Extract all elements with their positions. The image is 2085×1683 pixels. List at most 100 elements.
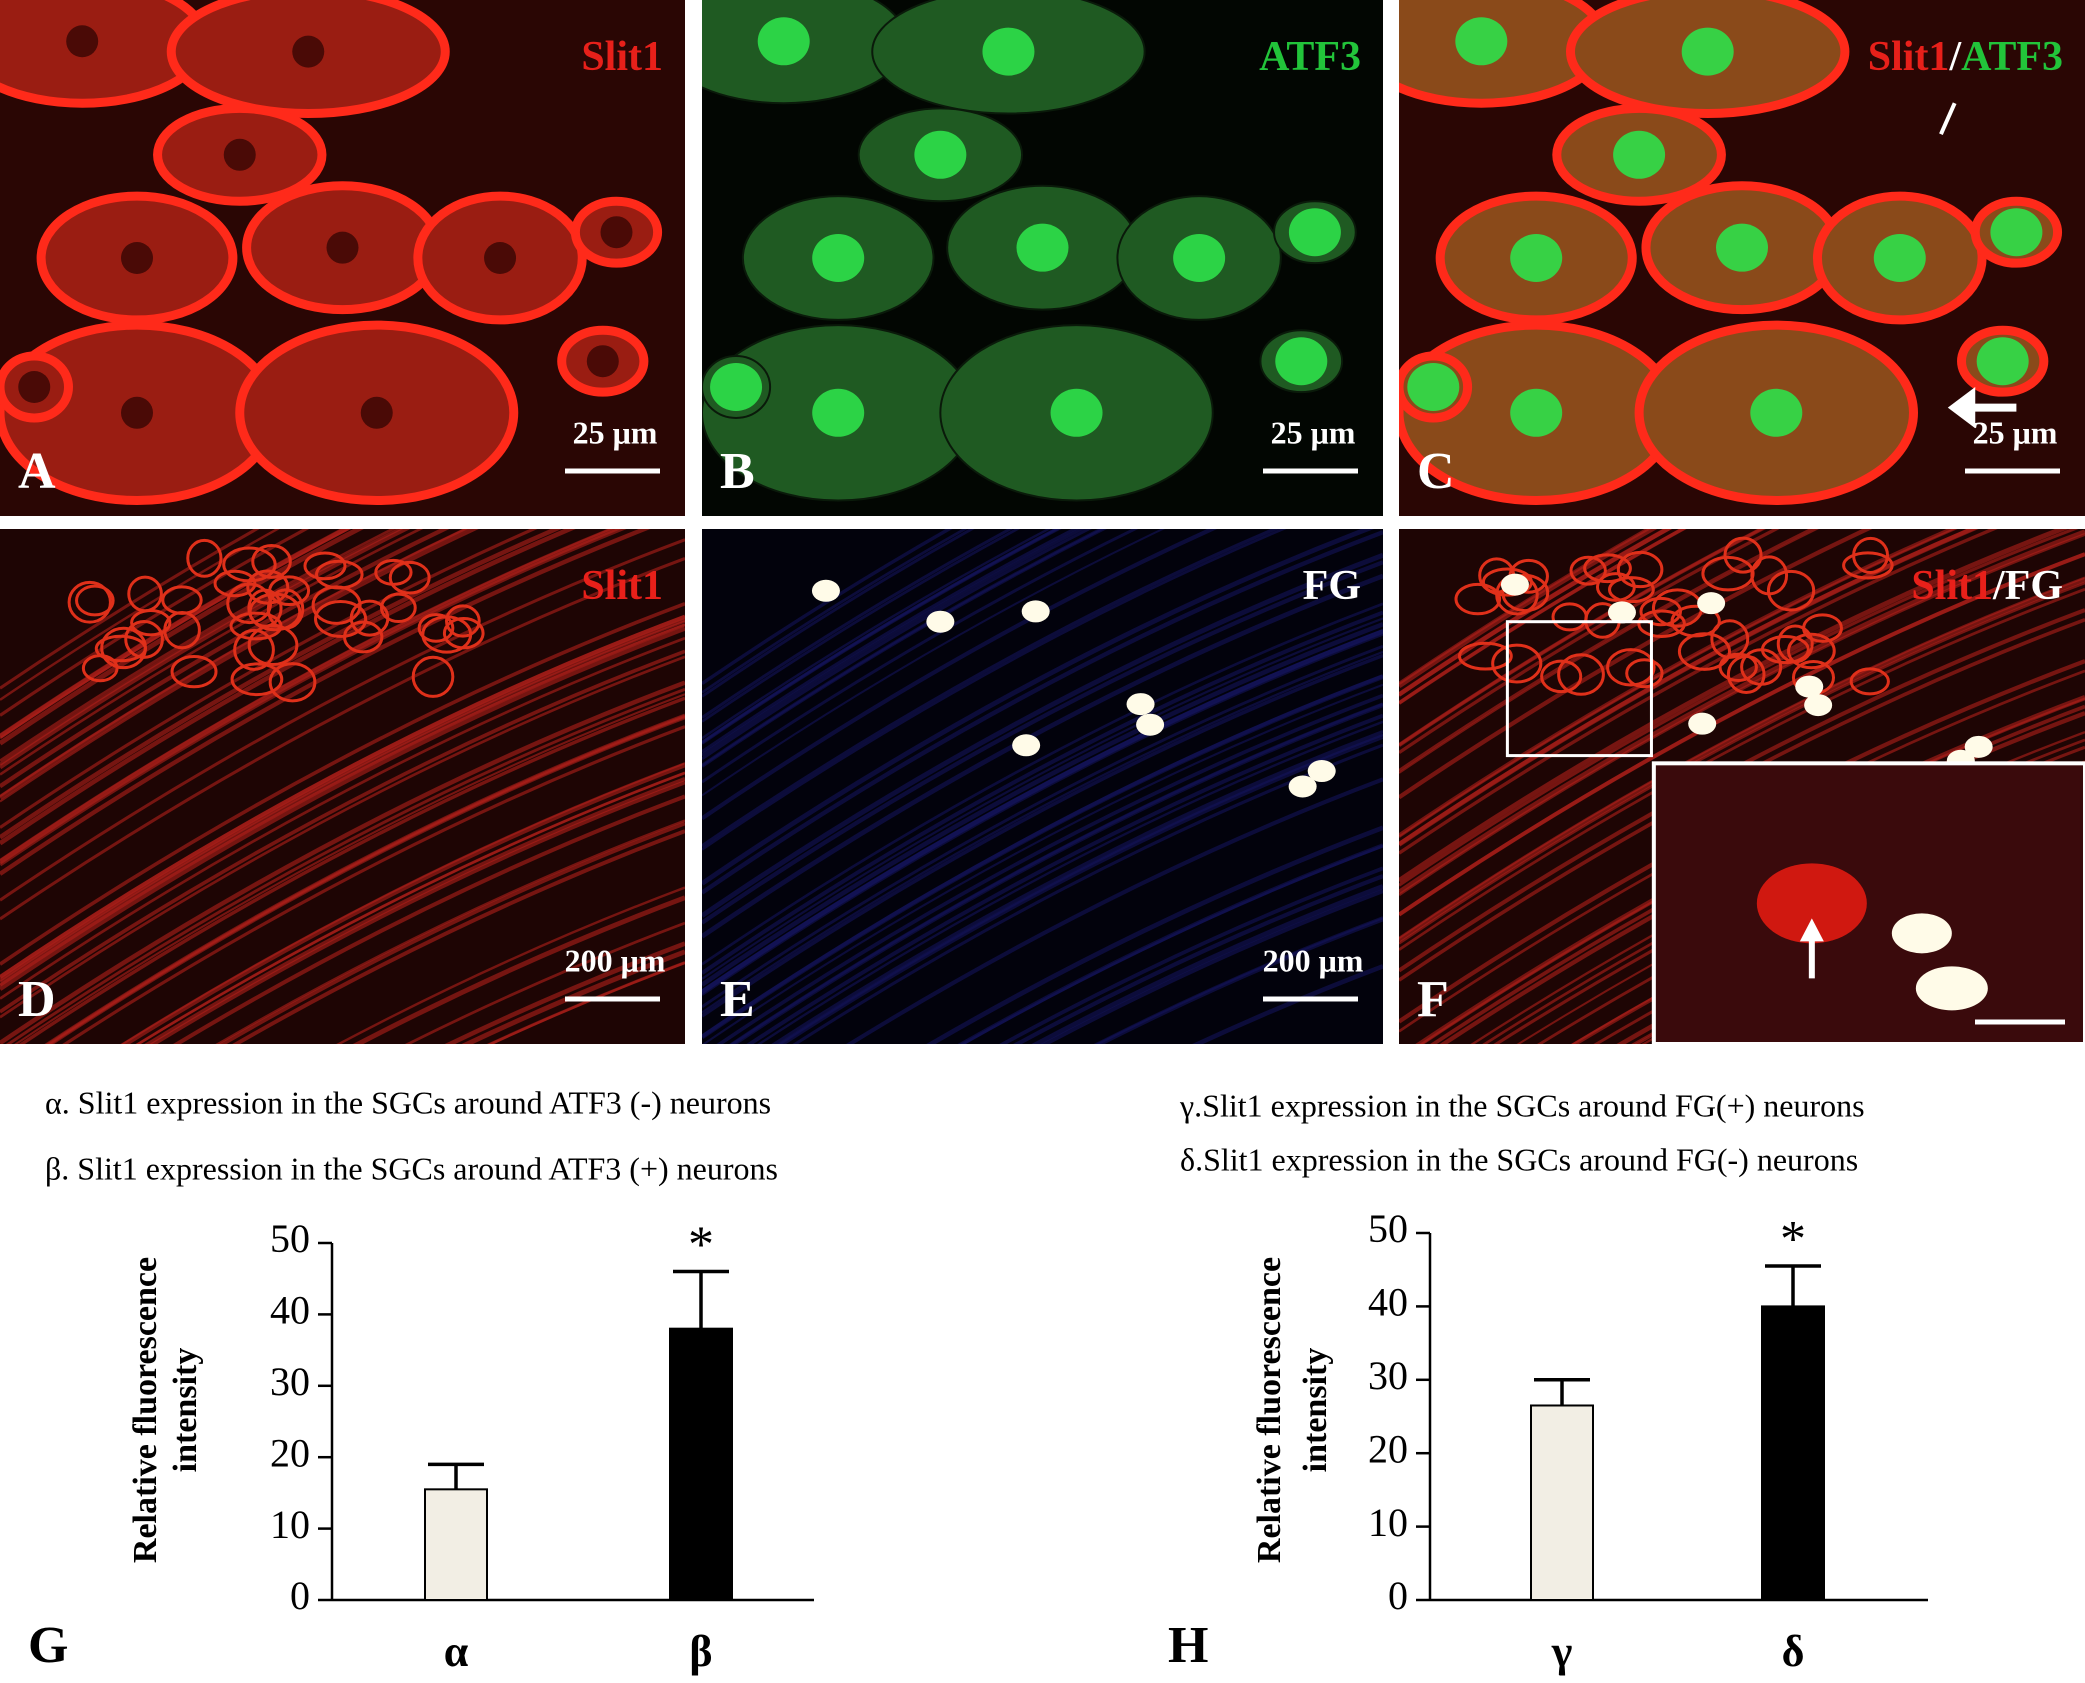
y-tick-label: 20: [1368, 1426, 1408, 1471]
fiber: [0, 601, 685, 966]
fiber: [144, 777, 685, 1044]
fiber: [135, 771, 685, 1044]
fiber: [702, 529, 1139, 784]
cell: [229, 611, 283, 641]
fg-label: [1688, 712, 1717, 735]
cell: [445, 604, 481, 638]
y-axis-label: intensity: [167, 1348, 204, 1473]
nucleus: [812, 234, 865, 282]
y-tick-label: 10: [270, 1502, 310, 1547]
fiber: [1399, 576, 2085, 939]
fg-label: [1891, 913, 1952, 954]
fiber: [781, 736, 1383, 1044]
fiber: [0, 636, 685, 1000]
fg-label: [1136, 713, 1165, 736]
cell: [1583, 553, 1632, 584]
nucleus: [710, 363, 763, 411]
fiber: [846, 777, 1383, 1044]
label-part: Slit1: [1911, 563, 1993, 609]
fiber: [702, 529, 1092, 761]
panel-letter: G: [28, 1617, 68, 1674]
fiber: [0, 538, 685, 902]
nucleus: [1288, 208, 1341, 257]
cell: [163, 610, 201, 650]
panel-label: Slit1: [581, 563, 663, 609]
fiber: [702, 674, 1383, 1040]
arrow-head: [1799, 918, 1824, 942]
y-tick-label: 50: [1368, 1206, 1408, 1251]
cell: [247, 624, 299, 667]
inset: [1651, 761, 2085, 1044]
cell: [1639, 596, 1683, 627]
fiber: [0, 623, 685, 987]
cell: [1849, 667, 1890, 696]
nucleus: [586, 345, 619, 378]
cell: [1802, 613, 1843, 643]
label-part: Slit1: [1868, 34, 1950, 80]
y-tick-label: 0: [290, 1573, 310, 1618]
fiber: [702, 529, 1021, 723]
fiber: [702, 602, 1383, 966]
nucleus: [1407, 363, 1460, 411]
fiber: [702, 529, 1062, 745]
fiber: [702, 530, 1383, 895]
fiber: [702, 650, 1383, 1014]
fiber: [1399, 533, 2085, 897]
fiber: [1399, 552, 2085, 917]
nucleus: [1510, 388, 1563, 437]
nucleus: [1455, 17, 1508, 66]
fiber: [702, 610, 1383, 975]
y-tick-label: 40: [1368, 1280, 1408, 1325]
fiber: [14, 693, 685, 1044]
fg-label: [1500, 573, 1529, 596]
nucleus: [1681, 27, 1734, 76]
fiber: [1399, 529, 1978, 846]
nucleus: [1716, 223, 1768, 272]
fiber: [1399, 529, 1687, 705]
fiber: [0, 529, 352, 739]
y-tick-label: 50: [270, 1216, 310, 1261]
cell: [388, 560, 431, 595]
fiber: [757, 720, 1383, 1044]
fiber: [0, 680, 685, 1044]
fg-label: [1021, 600, 1050, 623]
panel-letter: C: [1417, 443, 1455, 500]
scale-bar-label: 25 μm: [1973, 414, 2058, 450]
y-tick-label: 10: [1368, 1500, 1408, 1545]
cell: [1625, 658, 1664, 689]
bar: [1530, 1404, 1594, 1601]
fg-label: [1804, 694, 1833, 717]
fiber: [702, 529, 1166, 797]
fiber: [1399, 529, 1667, 694]
panel-label: Slit1/FG: [1911, 563, 2063, 609]
micrograph: Slit1 A 25 μm: [0, 0, 685, 516]
x-tick-label: α: [444, 1627, 469, 1676]
nucleus: [121, 242, 153, 274]
fiber: [792, 743, 1383, 1044]
fiber: [0, 529, 562, 840]
fg-label: [926, 610, 955, 633]
nucleus: [484, 242, 517, 274]
fiber: [716, 693, 1383, 1044]
nucleus: [18, 371, 51, 403]
panel-letter: B: [720, 443, 755, 500]
arrow-head: [1947, 387, 1976, 429]
cell: [314, 600, 368, 638]
bar: [669, 1327, 733, 1602]
panel-letter: H: [1168, 1617, 1208, 1674]
nucleus: [1990, 208, 2043, 257]
scale-bar-label: 200 μm: [565, 942, 666, 978]
fiber: [702, 529, 1014, 719]
fiber: [702, 529, 975, 698]
bar: [424, 1488, 488, 1601]
y-tick-label: 40: [270, 1288, 310, 1333]
fiber: [926, 825, 1383, 1044]
bar-chart: γ.Slit1 expression in the SGCs around FG…: [1168, 1087, 1928, 1676]
fg-label: [1697, 592, 1726, 615]
fiber: [1012, 874, 1383, 1044]
nucleus: [600, 216, 633, 249]
nucleus: [223, 138, 256, 171]
cell: [268, 575, 311, 607]
fg-label: [1307, 760, 1336, 783]
